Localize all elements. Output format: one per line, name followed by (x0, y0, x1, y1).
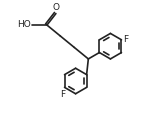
Text: F: F (60, 90, 66, 99)
Text: O: O (52, 2, 59, 12)
Text: F: F (123, 35, 128, 44)
Text: HO: HO (17, 20, 31, 29)
